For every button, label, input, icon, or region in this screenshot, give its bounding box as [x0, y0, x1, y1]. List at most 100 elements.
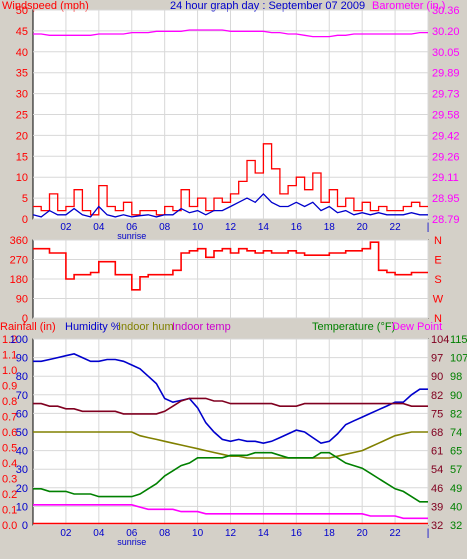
barometer-tick-label: 28.95	[432, 193, 460, 205]
barometer-tick-label: 29.42	[432, 130, 460, 142]
barometer-tick-label: 29.58	[432, 110, 460, 122]
dewpoint-tick-label: 90	[450, 390, 462, 402]
dewpoint-tick-label: 74	[450, 427, 462, 439]
legend-temperature: Temperature (°F)	[312, 321, 395, 333]
x-tick-label: 02	[60, 222, 72, 233]
x-tick-label: 06	[126, 222, 138, 233]
direction-tick-label: 360	[10, 235, 28, 247]
barometer-tick-label: 28.79	[432, 214, 460, 226]
rainfall-tick-label: 0.0	[2, 520, 17, 532]
temperature-f-line	[33, 451, 428, 503]
temperature-tick-label: 104	[431, 334, 449, 346]
temperature-tick-label: 32	[431, 520, 443, 532]
x-tick-label: 08	[159, 222, 171, 233]
dewpoint-tick-label: 82	[450, 408, 462, 420]
windspeed-tick-label: 30	[16, 89, 28, 101]
temperature-tick-label: 54	[431, 464, 443, 476]
x-tick-label: 08	[159, 528, 171, 539]
x-tick-label: |	[427, 528, 430, 539]
legend-indoor-hum: Indoor hum	[118, 321, 174, 333]
legend-dew-point: Dew Point	[392, 321, 442, 333]
temperature-tick-label: 68	[431, 427, 443, 439]
x-tick-label: 20	[357, 528, 369, 539]
x-tick-label: 16	[291, 528, 303, 539]
dewpoint-tick-label: 65	[450, 446, 462, 458]
dewpoint-tick-label: 115	[450, 334, 467, 346]
legend-humidity: Humidity %	[65, 321, 121, 333]
humidity-tick-label: 80	[16, 371, 28, 383]
barometer-tick-label: 30.20	[432, 26, 460, 38]
series-layer	[32, 29, 428, 525]
barometer-tick-label: 30.05	[432, 47, 460, 59]
rainfall-tick-label: 0.1	[2, 505, 17, 517]
rainfall-tick-label: 0.8	[2, 396, 17, 408]
x-tick-label: 10	[192, 222, 204, 233]
humidity-tick-label: 70	[16, 390, 28, 402]
barometer-tick-label: 30.36	[432, 5, 460, 17]
temperature-tick-label: 90	[431, 371, 443, 383]
humidity-tick-label: 100	[10, 334, 28, 346]
temperature-tick-label: 39	[431, 501, 443, 513]
dewpoint-tick-label: 32	[450, 520, 462, 532]
windspeed-tick-label: 0	[22, 214, 28, 226]
humidity-tick-label: 90	[16, 353, 28, 365]
x-tick-label: 18	[324, 222, 336, 233]
direction-tick-label: 90	[16, 294, 28, 306]
humidity-tick-label: 10	[16, 501, 28, 513]
humidity-line	[33, 353, 428, 445]
x-tick-label: 16	[291, 222, 303, 233]
humidity-tick-label: 20	[16, 483, 28, 495]
x-tick-label: 06	[126, 528, 138, 539]
humidity-tick-label: 60	[16, 408, 28, 420]
direction-tick-label: 0	[22, 313, 28, 325]
rainfall-tick-label: 0.3	[2, 474, 17, 486]
axis-layer: 02 04 06 08 10 12 14 16 18 20 22 | sunrise 02 04 06 08 10…	[2, 5, 467, 547]
temperature-tick-label: 97	[431, 353, 443, 365]
rainfall-tick-label: 0.6	[2, 427, 17, 439]
compass-tick-label: N	[434, 235, 442, 247]
dew-point-line	[33, 504, 428, 520]
rainfall-tick-label: 0.4	[2, 458, 17, 470]
rainfall-tick-label: 0.9	[2, 381, 17, 393]
windspeed-tick-label: 5	[22, 193, 28, 205]
dewpoint-tick-label: 57	[450, 464, 462, 476]
dewpoint-tick-label: 40	[450, 501, 462, 513]
windspeed-gust-line	[33, 143, 428, 216]
humidity-tick-label: 40	[16, 446, 28, 458]
x-tick-label: 12	[225, 222, 237, 233]
barometer-tick-label: 29.73	[432, 89, 460, 101]
indoor-temp-line	[33, 397, 428, 415]
x-tick-label: 10	[192, 528, 204, 539]
x-tick-label: 12	[225, 528, 237, 539]
x-tick-label: 04	[93, 528, 105, 539]
dewpoint-tick-label: 98	[450, 371, 462, 383]
windspeed-avg-line	[32, 192, 428, 218]
temperature-tick-label: 46	[431, 483, 443, 495]
compass-tick-label: S	[434, 274, 441, 286]
windspeed-tick-label: 25	[16, 110, 28, 122]
wind-direction-line	[33, 241, 428, 291]
x-tick-label: 20	[357, 222, 369, 233]
humidity-tick-label: 50	[16, 427, 28, 439]
rainfall-tick-label: 1.1	[2, 350, 17, 362]
compass-tick-label: E	[434, 255, 441, 267]
indoor-hum-line	[33, 431, 428, 459]
rainfall-tick-label: 1.0	[2, 365, 17, 377]
dewpoint-tick-label: 49	[450, 483, 462, 495]
chart-title: 24 hour graph day : September 07 2009	[170, 0, 365, 12]
windspeed-tick-label: 35	[16, 68, 28, 80]
x-tick-label: 14	[258, 528, 270, 539]
windspeed-tick-label: 15	[16, 151, 28, 163]
windspeed-tick-label: 50	[16, 5, 28, 17]
x-tick-label: 14	[258, 222, 270, 233]
temperature-tick-label: 61	[431, 446, 443, 458]
humidity-tick-label: 30	[16, 464, 28, 476]
barometer-tick-label: 29.11	[432, 172, 459, 184]
direction-tick-label: 180	[10, 274, 28, 286]
temperature-tick-label: 82	[431, 390, 443, 402]
legend-rainfall: Rainfall (in)	[0, 321, 56, 333]
x-tick-label: 22	[390, 222, 402, 233]
barometer-line	[33, 29, 428, 38]
windspeed-tick-label: 40	[16, 47, 28, 59]
